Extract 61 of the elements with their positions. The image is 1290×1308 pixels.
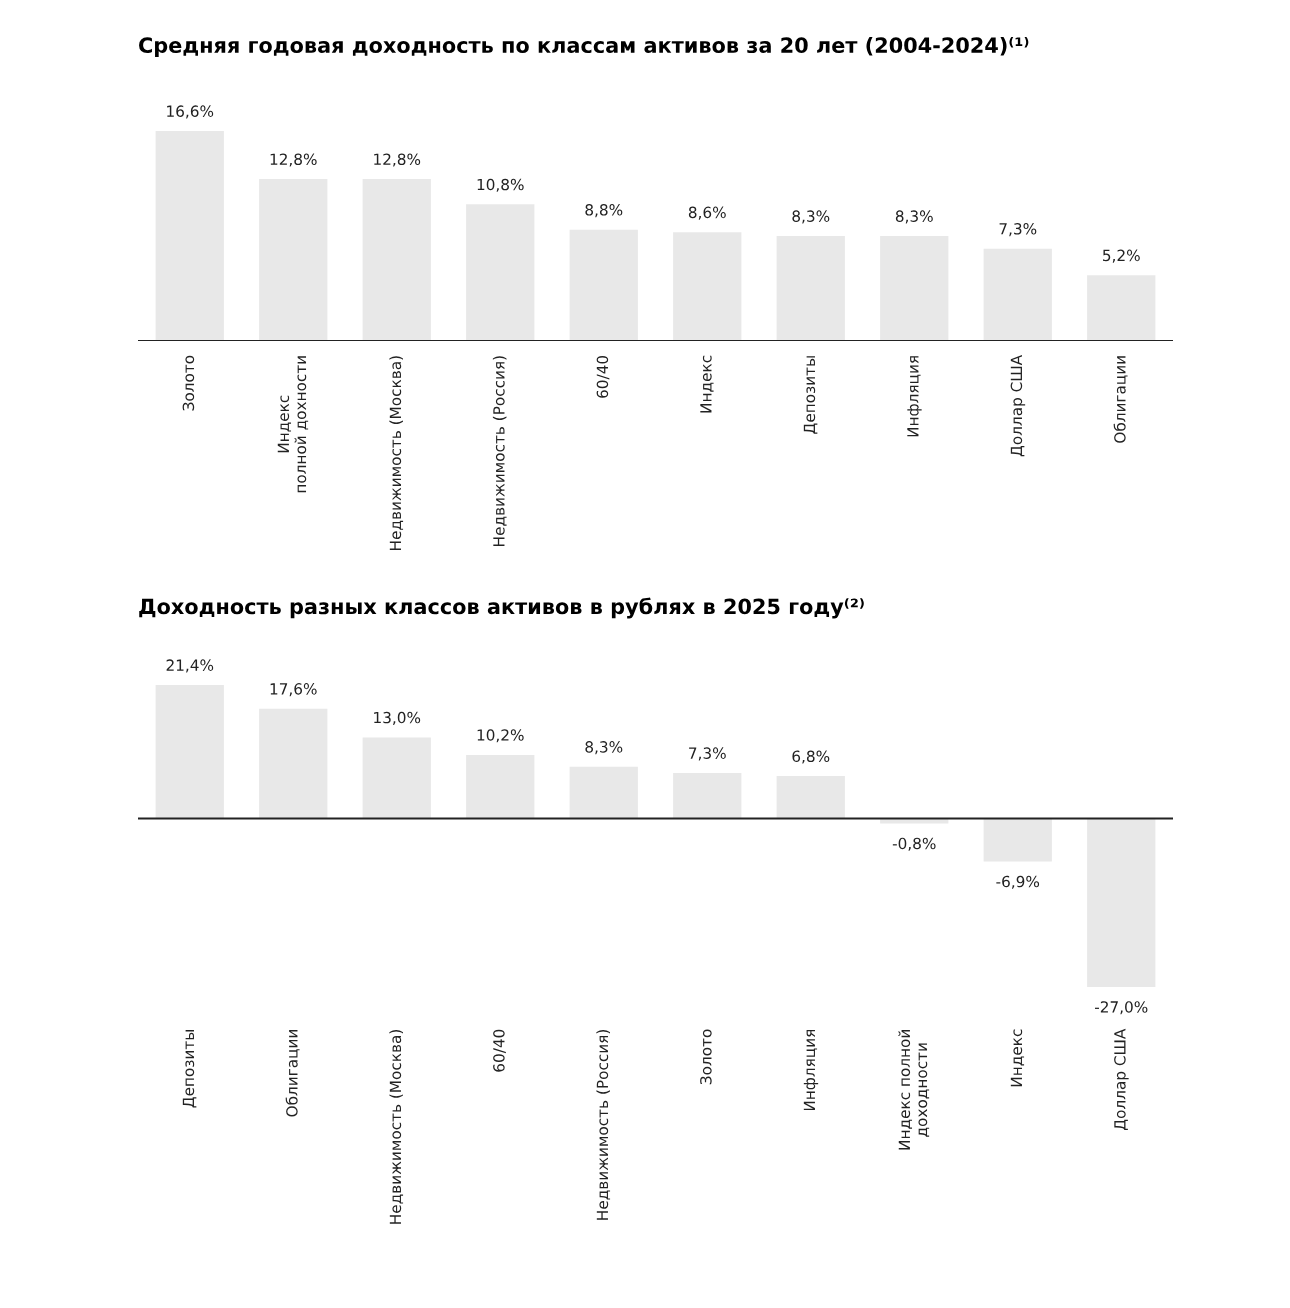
chart-title: Доходность разных классов активов в рублях в 2025 году⁽²⁾ <box>139 597 864 619</box>
bar <box>776 236 845 341</box>
bar <box>673 232 742 341</box>
x-tick-label: Облигации <box>1113 356 1128 443</box>
data-label: 8,3% <box>792 210 830 224</box>
x-tick-label: Депозиты <box>803 356 818 434</box>
x-tick-label: 60/40 <box>596 355 610 398</box>
data-label: 10,2% <box>477 729 524 743</box>
data-label: -6,9% <box>996 875 1040 889</box>
data-label: 12,8% <box>374 153 421 167</box>
bar <box>1087 818 1156 987</box>
x-tick-label: Доллар США <box>1010 355 1026 457</box>
bar <box>673 772 742 819</box>
data-label: 16,6% <box>167 105 214 119</box>
bar <box>1087 275 1156 341</box>
chart-title: Средняя годовая доходность по классам активов за 20 лет (2004-2024)⁽¹⁾ <box>139 36 1029 58</box>
data-label: 8,8% <box>585 204 623 218</box>
data-label: 12,8% <box>270 153 317 167</box>
x-tick-label: Индекс полной дохности <box>277 356 309 493</box>
bar <box>259 708 328 819</box>
bar <box>466 754 535 819</box>
x-tick-label: Недвижимость (Россия) <box>492 356 507 546</box>
data-label: -0,8% <box>892 837 936 851</box>
x-tick-label: Индекс <box>700 355 714 413</box>
bar <box>466 204 535 341</box>
x-tick-label: Доллар США <box>1114 1028 1129 1131</box>
data-label: 8,6% <box>688 206 726 220</box>
data-label: 17,6% <box>270 683 317 697</box>
data-label: 13,0% <box>374 711 421 725</box>
data-label: 10,8% <box>477 178 524 192</box>
x-tick-label: Недвижимость (Москва) <box>389 1029 404 1224</box>
data-label: 7,3% <box>689 747 726 761</box>
x-tick-label: Депозиты <box>182 1030 197 1108</box>
x-tick-label: Индекс полной доходности <box>898 1030 930 1150</box>
bar <box>983 248 1052 341</box>
bar <box>155 685 224 819</box>
x-tick-label: 60/40 <box>493 1029 506 1072</box>
bar <box>880 236 949 341</box>
x-tick-label: Золото <box>700 1029 712 1085</box>
x-tick-label: Недвижимость (Москва) <box>389 356 404 550</box>
data-label: 7,3% <box>999 223 1037 237</box>
x-tick-label: Инфляция <box>803 1029 819 1111</box>
data-label: -27,0% <box>1094 1001 1148 1015</box>
x-tick-label: Облигации <box>285 1030 300 1117</box>
bar <box>259 179 328 341</box>
bar <box>983 818 1052 862</box>
data-label: 6,8% <box>792 750 830 764</box>
x-tick-label: Золото <box>182 355 195 411</box>
data-label: 8,3% <box>585 741 623 755</box>
x-tick-label: Недвижимость (Россия) <box>596 1029 611 1220</box>
x-tick-label: Инфляция <box>907 356 922 437</box>
x-tick-label: Индекс <box>1010 1029 1025 1087</box>
bar <box>362 179 431 341</box>
data-label: 21,4% <box>166 659 214 673</box>
data-label: 8,3% <box>895 210 933 224</box>
bar <box>569 766 638 819</box>
bar <box>362 737 431 819</box>
data-label: 5,2% <box>1103 249 1140 263</box>
bar <box>155 131 224 341</box>
bar <box>569 229 638 341</box>
bar <box>776 776 845 819</box>
